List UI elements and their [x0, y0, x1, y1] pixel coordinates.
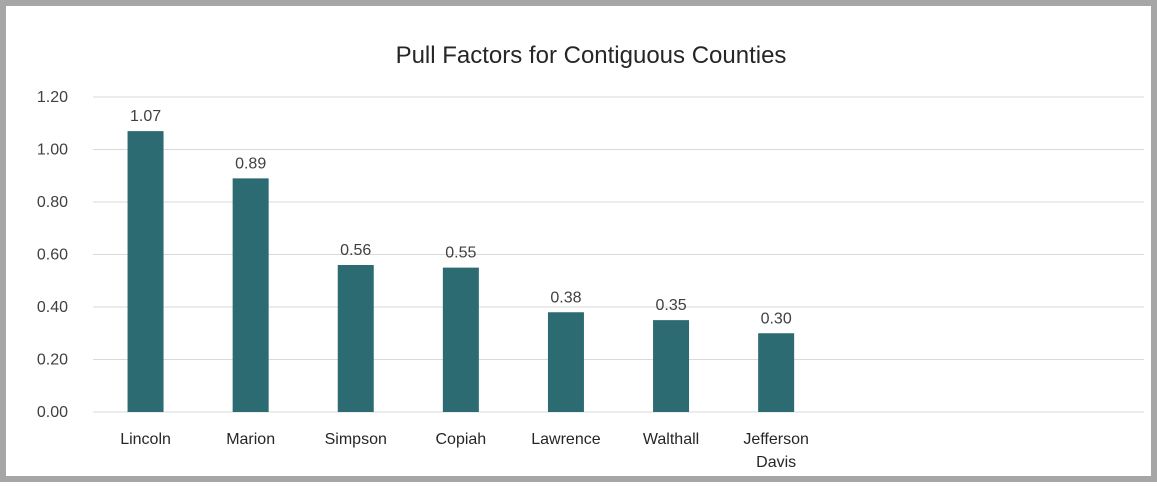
data-labels: 1.07 0.89 0.56 0.55 0.38 0.35 0.30 [130, 108, 792, 327]
chart-title: Pull Factors for Contiguous Counties [396, 42, 787, 69]
data-label: 1.07 [130, 108, 161, 125]
bar [232, 178, 269, 412]
category-label: Copiah [435, 431, 486, 448]
bar [547, 312, 584, 412]
category-label: Lincoln [120, 431, 171, 448]
data-label: 0.30 [761, 310, 792, 327]
y-axis-tick-labels: 0.00 0.20 0.40 0.60 0.80 1.00 1.20 [37, 89, 68, 421]
bar [337, 265, 374, 412]
category-label: Lawrence [531, 431, 600, 448]
data-label: 0.38 [550, 289, 581, 306]
y-tick-label: 0.00 [37, 404, 68, 421]
data-label: 0.56 [340, 242, 371, 259]
category-label: Jefferson [743, 431, 809, 448]
y-tick-label: 0.40 [37, 299, 68, 316]
category-label: Walthall [643, 431, 699, 448]
category-label: Marion [226, 431, 275, 448]
data-label: 0.89 [235, 155, 266, 172]
category-label: Simpson [325, 431, 387, 448]
bars [127, 131, 795, 412]
bar [653, 320, 690, 412]
category-label: Davis [756, 454, 796, 471]
data-label: 0.35 [655, 297, 686, 314]
y-tick-label: 1.20 [37, 89, 68, 106]
bar-chart: Pull Factors for Contiguous Counties 0.0… [37, 42, 1144, 471]
y-tick-label: 0.80 [37, 194, 68, 211]
y-tick-label: 0.20 [37, 352, 68, 369]
y-tick-label: 1.00 [37, 142, 68, 159]
bar [758, 333, 795, 412]
bar [127, 131, 164, 412]
bar [442, 267, 479, 412]
category-labels: Lincoln Marion Simpson Copiah Lawrence Waltha… [120, 431, 809, 471]
y-tick-label: 0.60 [37, 247, 68, 264]
data-label: 0.55 [445, 245, 476, 262]
